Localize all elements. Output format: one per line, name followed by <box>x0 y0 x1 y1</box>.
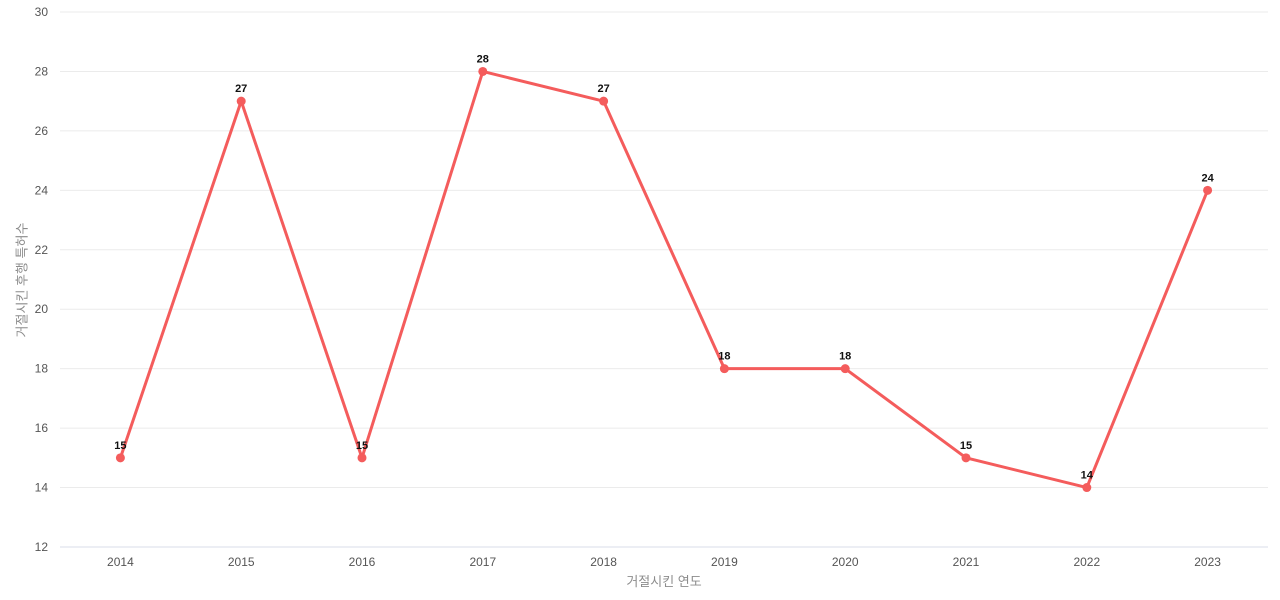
y-tick-label: 26 <box>35 124 49 138</box>
x-tick-label: 2016 <box>349 555 376 569</box>
y-tick-label: 12 <box>35 540 49 554</box>
x-tick-label: 2020 <box>832 555 859 569</box>
data-point-label: 28 <box>477 53 489 65</box>
data-point-label: 18 <box>718 351 730 363</box>
data-point-label: 27 <box>235 83 247 95</box>
x-tick-label: 2019 <box>711 555 738 569</box>
data-point-label: 15 <box>356 440 368 452</box>
y-tick-label: 24 <box>35 183 49 197</box>
data-point-marker[interactable] <box>719 364 729 374</box>
x-tick-label: 2018 <box>590 555 617 569</box>
data-point-label: 15 <box>114 440 126 452</box>
data-point-label: 18 <box>839 351 851 363</box>
data-point-label: 24 <box>1201 172 1214 184</box>
data-point-label: 14 <box>1081 470 1094 482</box>
data-point-marker[interactable] <box>840 364 850 374</box>
x-tick-label: 2023 <box>1194 555 1221 569</box>
x-tick-label: 2015 <box>228 555 255 569</box>
data-point-marker[interactable] <box>1203 185 1213 195</box>
y-tick-label: 28 <box>35 64 49 78</box>
data-point-marker[interactable] <box>478 66 488 76</box>
y-tick-label: 20 <box>35 302 49 316</box>
data-point-marker[interactable] <box>115 453 125 463</box>
x-tick-label: 2021 <box>953 555 980 569</box>
data-point-marker[interactable] <box>236 96 246 106</box>
x-tick-label: 2014 <box>107 555 134 569</box>
y-tick-label: 16 <box>35 421 49 435</box>
y-tick-label: 18 <box>35 362 49 376</box>
data-point-label: 15 <box>960 440 972 452</box>
y-tick-label: 22 <box>35 243 49 257</box>
x-axis-title: 거절시킨 연도 <box>626 574 702 589</box>
series-line <box>118 69 1210 490</box>
data-point-marker[interactable] <box>357 453 367 463</box>
y-axis-title: 거절시킨 후행 특허수 <box>14 222 30 338</box>
data-point-label: 27 <box>597 83 609 95</box>
x-tick-label: 2017 <box>469 555 496 569</box>
x-tick-label: 2022 <box>1073 555 1100 569</box>
y-tick-label: 14 <box>35 481 49 495</box>
data-point-marker[interactable] <box>599 96 609 106</box>
data-point-marker[interactable] <box>1082 483 1092 493</box>
data-point-marker[interactable] <box>961 453 971 463</box>
y-tick-label: 30 <box>35 5 49 19</box>
